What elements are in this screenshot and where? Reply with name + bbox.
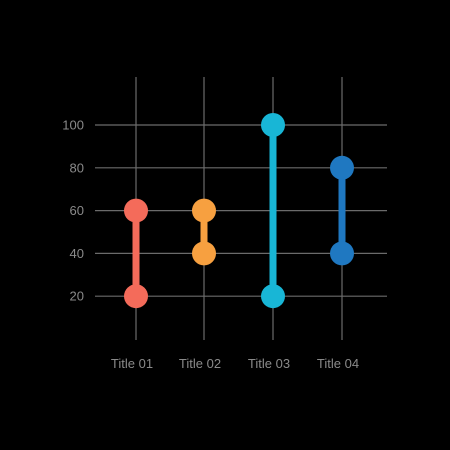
range-high-dot xyxy=(261,113,285,137)
range-high-dot xyxy=(124,198,148,223)
range-high-dot xyxy=(330,155,354,180)
range-high-dot xyxy=(192,198,216,223)
y-axis-tick-labels: 20 40 60 80 100 xyxy=(62,118,84,304)
range-low-dot xyxy=(192,241,216,266)
y-tick-label: 100 xyxy=(62,118,84,133)
y-tick-label: 80 xyxy=(70,160,84,175)
x-category-label: Title 04 xyxy=(317,356,359,371)
x-category-label: Title 01 xyxy=(111,356,153,371)
dumbbell-marks xyxy=(124,113,354,309)
x-axis-category-labels: Title 01 Title 02 Title 03 Title 04 xyxy=(111,356,359,371)
y-tick-label: 20 xyxy=(70,289,84,304)
y-tick-label: 40 xyxy=(70,246,84,261)
y-tick-label: 60 xyxy=(70,203,84,218)
range-low-dot xyxy=(124,284,148,309)
x-category-label: Title 03 xyxy=(248,356,290,371)
range-low-dot xyxy=(261,284,285,309)
range-low-dot xyxy=(330,241,354,266)
x-category-label: Title 02 xyxy=(179,356,221,371)
